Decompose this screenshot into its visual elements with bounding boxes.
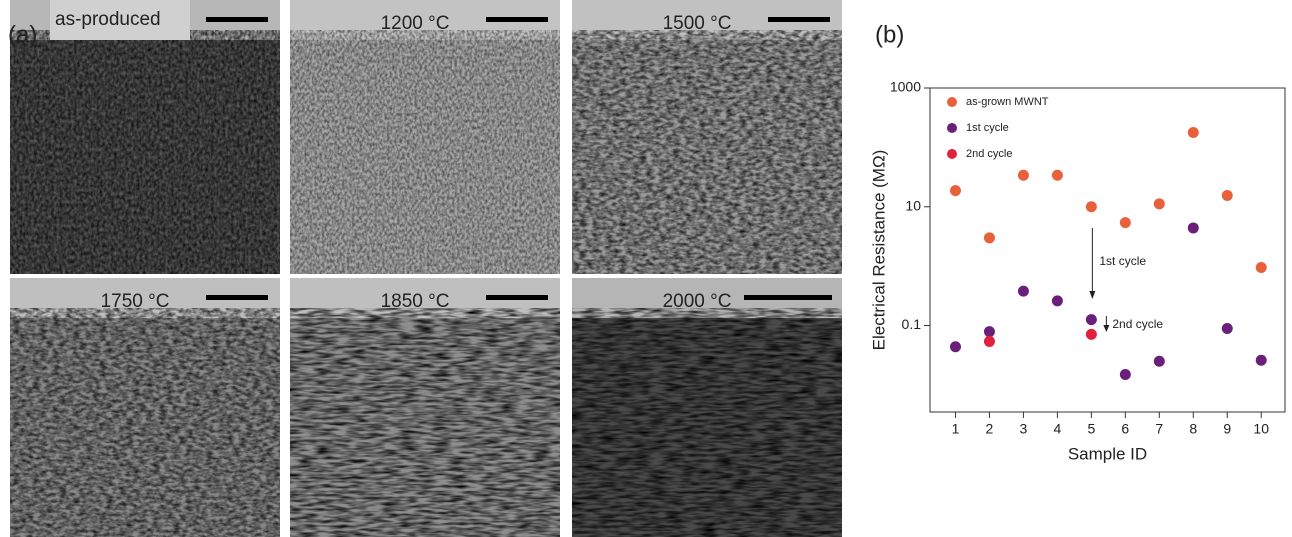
scale-bar	[744, 295, 832, 300]
x-tick-label: 5	[1087, 421, 1095, 437]
point	[1221, 189, 1233, 201]
micrograph: 1850 °C	[290, 278, 560, 537]
legend-marker	[947, 97, 957, 107]
x-tick-label: 1	[952, 421, 960, 437]
point	[983, 335, 995, 347]
point	[1255, 261, 1267, 273]
legend-label: as-grown MWNT	[966, 96, 1049, 108]
x-tick-label: 6	[1121, 421, 1129, 437]
point	[1221, 323, 1233, 335]
x-tick-label: 10	[1253, 421, 1269, 437]
panel-label: (b)	[875, 21, 904, 48]
point	[983, 232, 995, 244]
x-tick-label: 9	[1223, 421, 1231, 437]
point	[1119, 368, 1131, 380]
label-bg	[50, 0, 190, 40]
point	[1119, 217, 1131, 229]
micrograph-label: as-produced	[55, 9, 161, 30]
micrograph-label: 1200 °C	[381, 13, 450, 34]
legend-label: 2nd cycle	[966, 148, 1012, 160]
point	[1085, 314, 1097, 326]
scale-bar	[486, 17, 548, 22]
annotation: 2nd cycle	[1112, 317, 1163, 331]
point	[1051, 295, 1063, 307]
y-tick-label: 10	[905, 197, 921, 213]
panel-b: (b) 0.1 10 1000 1 2 3 4 5 6 7 8 9 10 Sample ID Electric…	[869, 21, 1286, 463]
legend-marker	[947, 123, 957, 133]
arrow-head	[1089, 291, 1096, 299]
x-tick-label: 4	[1053, 421, 1061, 437]
scale-bar	[206, 295, 268, 300]
point	[1187, 127, 1199, 139]
x-axis-label: Sample ID	[1068, 444, 1147, 463]
panel-label: (a)	[8, 21, 37, 48]
micrograph-texture	[290, 30, 560, 274]
micrograph-texture	[10, 30, 280, 274]
micrograph: 1750 °C	[10, 278, 280, 537]
y-axis-label: Electrical Resistance (MΩ)	[869, 150, 888, 351]
panel-a: as-produced 1200 °C 1500 °C 1750 °C 1850 °C 2…	[10, 0, 842, 537]
micrograph-texture	[290, 308, 560, 537]
scale-bar	[206, 17, 268, 22]
x-tick-label: 7	[1155, 421, 1163, 437]
micrograph-label: 1500 °C	[663, 13, 732, 34]
point	[1051, 169, 1063, 181]
micrograph-label: 1850 °C	[381, 291, 450, 312]
arrow-head	[1103, 325, 1110, 332]
micrograph-texture	[572, 308, 842, 537]
point	[1153, 198, 1165, 210]
point	[1187, 222, 1199, 234]
micrograph: 1500 °C	[572, 0, 842, 274]
point	[1017, 285, 1029, 297]
point	[1153, 355, 1165, 367]
point	[1085, 328, 1097, 340]
micrograph: 1200 °C	[290, 0, 560, 274]
plot-frame	[929, 87, 1286, 413]
micrograph: as-produced	[10, 0, 280, 274]
x-tick-label: 8	[1189, 421, 1197, 437]
scale-bar	[768, 17, 830, 22]
x-tick-label: 3	[1020, 421, 1028, 437]
annotation: 1st cycle	[1099, 254, 1146, 268]
legend-marker	[947, 149, 957, 159]
micrograph-label: 1750 °C	[101, 291, 170, 312]
point	[949, 341, 961, 353]
point	[949, 185, 961, 197]
y-tick-label: 0.1	[902, 316, 922, 332]
micrograph-texture	[10, 308, 280, 537]
y-tick-label: 1000	[890, 79, 921, 95]
micrograph-texture	[572, 30, 842, 274]
point	[1255, 354, 1267, 366]
point	[1085, 201, 1097, 213]
legend-label: 1st cycle	[966, 122, 1009, 134]
point	[1017, 169, 1029, 181]
scale-bar	[486, 295, 548, 300]
x-tick-label: 2	[986, 421, 994, 437]
micrograph-label: 2000 °C	[663, 291, 732, 312]
point	[983, 326, 995, 338]
micrograph: 2000 °C	[572, 278, 842, 537]
